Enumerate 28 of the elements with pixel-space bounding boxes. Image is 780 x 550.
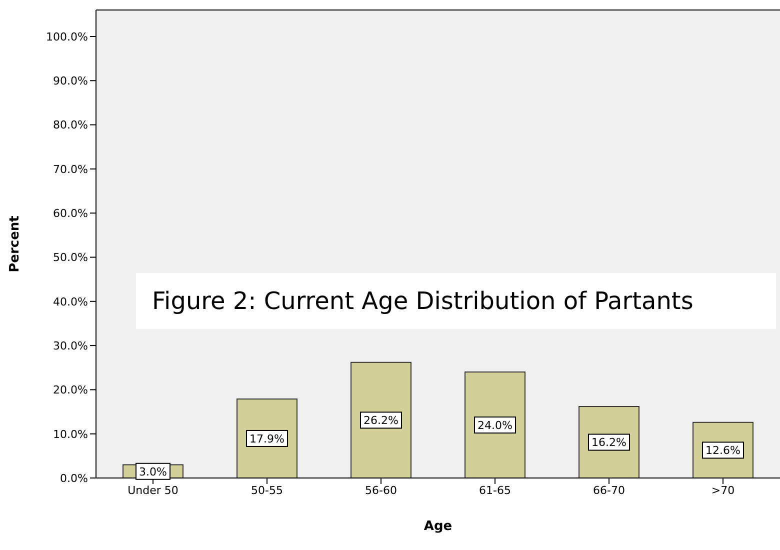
y-tick-label: 20.0% xyxy=(53,384,88,397)
bar xyxy=(350,362,412,478)
x-axis-title: Age xyxy=(424,519,452,534)
y-tick-label: 40.0% xyxy=(53,295,88,308)
y-axis-title: Percent xyxy=(8,216,23,272)
y-tick-label: 50.0% xyxy=(53,251,88,264)
x-tick-label: 56-60 xyxy=(365,484,397,497)
y-tick-label: 10.0% xyxy=(53,428,88,441)
x-tick-label: Under 50 xyxy=(128,484,178,497)
data-label: 17.9% xyxy=(250,432,284,446)
y-tick-label: 0.0% xyxy=(60,472,88,485)
data-label: 3.0% xyxy=(139,465,167,478)
y-tick-label: 70.0% xyxy=(53,162,88,176)
data-label: 24.0% xyxy=(478,419,512,432)
bar xyxy=(464,372,526,478)
x-tick-label: 61-65 xyxy=(479,484,511,497)
data-label: 26.2% xyxy=(364,414,398,428)
x-tick-label: 50-55 xyxy=(251,484,283,497)
data-label: 12.6% xyxy=(706,444,740,458)
y-tick-label: 60.0% xyxy=(53,207,88,220)
x-tick-label: 66-70 xyxy=(593,484,625,497)
y-tick-label: 30.0% xyxy=(53,339,88,352)
y-tick-label: 80.0% xyxy=(53,118,88,132)
y-tick-label: 90.0% xyxy=(53,74,88,88)
x-tick-label: >70 xyxy=(711,484,735,497)
data-label: 16.2% xyxy=(592,436,626,450)
y-tick-label: 100.0% xyxy=(46,30,88,44)
caption-box: Figure 2: Current Age Distribution of Partants xyxy=(136,273,776,329)
